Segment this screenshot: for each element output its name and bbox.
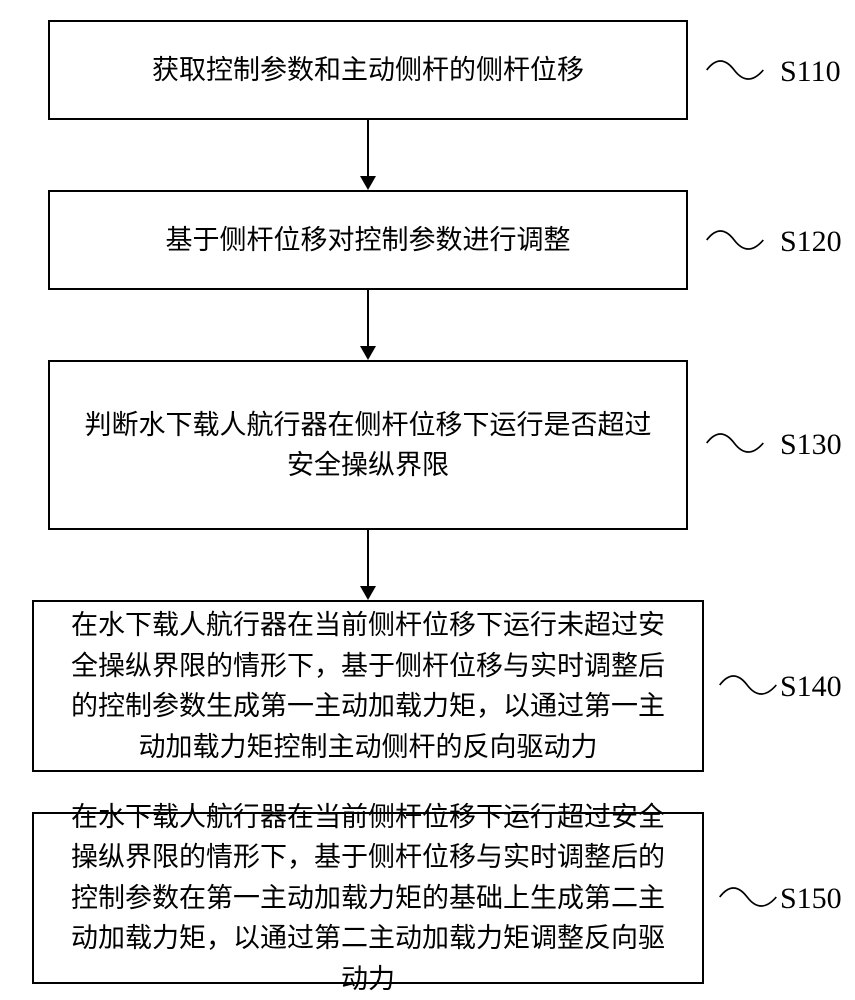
step-label-s140: S140 (780, 670, 842, 704)
squiggle-connector (718, 670, 778, 700)
step-box-s130: 判断水下载人航行器在侧杆位移下运行是否超过安全操纵界限 (48, 360, 688, 530)
step-text-s140: 在水下载人航行器在当前侧杆位移下运行未超过安全操纵界限的情形下，基于侧杆位移与实… (62, 605, 674, 767)
edge-arrow-head (360, 586, 376, 600)
squiggle-connector (705, 55, 765, 85)
edge-line (367, 530, 369, 586)
step-box-s110: 获取控制参数和主动侧杆的侧杆位移 (48, 20, 688, 120)
squiggle-connector (705, 428, 765, 458)
edge-line (367, 290, 369, 346)
step-box-s140: 在水下载人航行器在当前侧杆位移下运行未超过安全操纵界限的情形下，基于侧杆位移与实… (32, 600, 704, 772)
step-label-s110: S110 (780, 55, 841, 89)
edge-arrow-head (360, 176, 376, 190)
edge-line (367, 120, 369, 176)
step-text-s110: 获取控制参数和主动侧杆的侧杆位移 (152, 50, 584, 91)
step-text-s130: 判断水下载人航行器在侧杆位移下运行是否超过安全操纵界限 (78, 405, 658, 486)
squiggle-connector (705, 225, 765, 255)
step-box-s120: 基于侧杆位移对控制参数进行调整 (48, 190, 688, 290)
squiggle-connector (718, 882, 778, 912)
step-label-s130: S130 (780, 428, 842, 462)
edge-arrow-head (360, 346, 376, 360)
step-text-s120: 基于侧杆位移对控制参数进行调整 (166, 220, 571, 261)
step-box-s150: 在水下载人航行器在当前侧杆位移下运行超过安全操纵界限的情形下，基于侧杆位移与实时… (32, 812, 704, 984)
step-text-s150: 在水下载人航行器在当前侧杆位移下运行超过安全操纵界限的情形下，基于侧杆位移与实时… (62, 797, 674, 1000)
step-label-s120: S120 (780, 225, 842, 259)
flowchart-canvas: 获取控制参数和主动侧杆的侧杆位移 S110 基于侧杆位移对控制参数进行调整 S120 判… (0, 0, 855, 1000)
step-label-s150: S150 (780, 882, 842, 916)
